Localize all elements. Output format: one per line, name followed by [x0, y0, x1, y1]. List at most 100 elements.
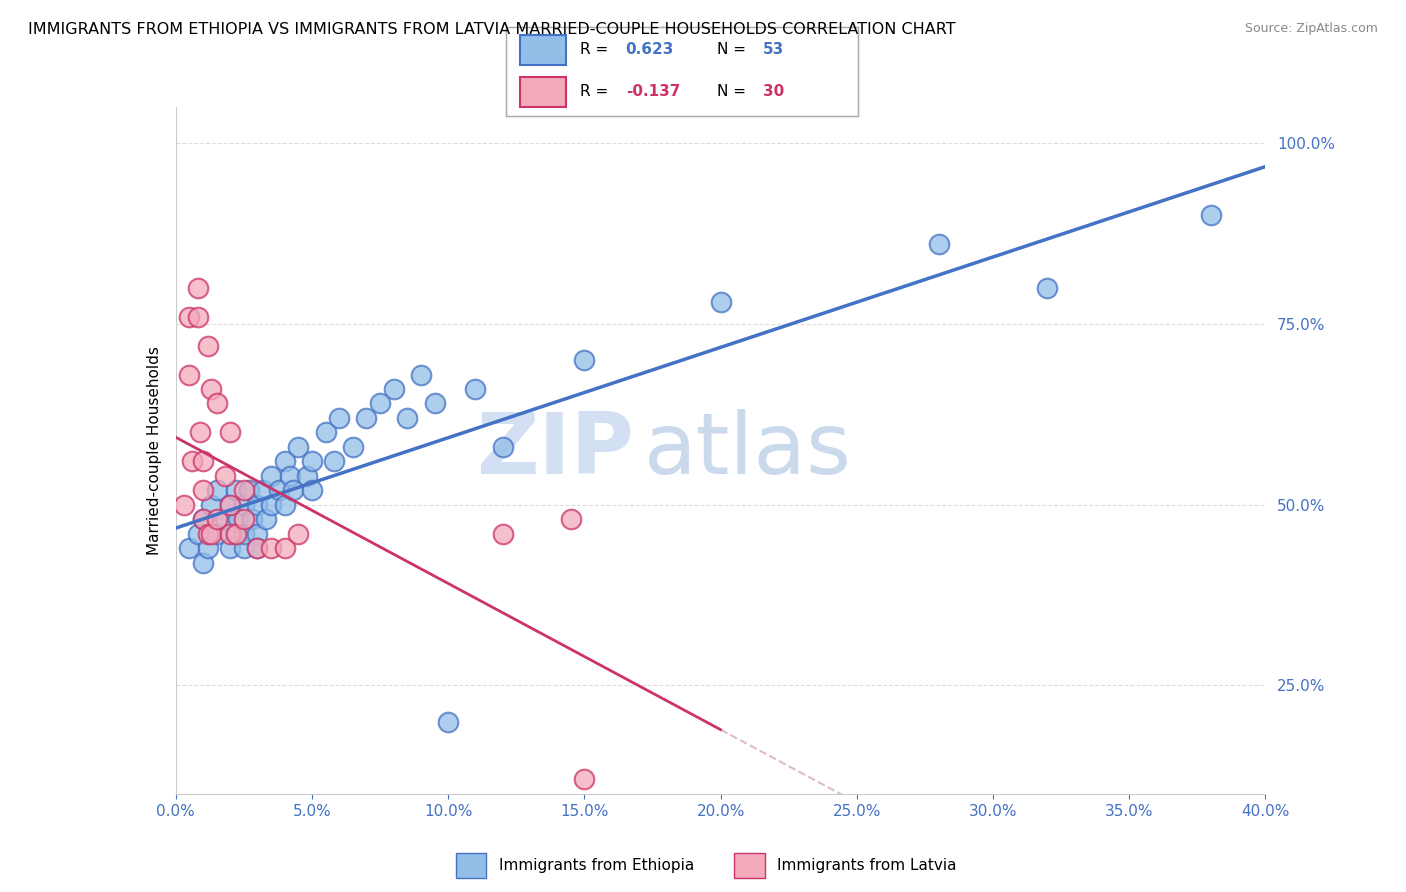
Point: [200, 526, 222, 541]
Point: [252, 483, 274, 498]
Point: [409, 368, 432, 382]
Point: [269, 483, 291, 498]
Point: [260, 468, 283, 483]
Point: [191, 512, 214, 526]
Point: [225, 483, 247, 498]
Point: [186, 281, 209, 295]
Text: Immigrants from Latvia: Immigrants from Latvia: [778, 858, 956, 872]
Text: 30: 30: [762, 85, 785, 99]
Point: [287, 526, 309, 541]
Bar: [734, 853, 765, 878]
Point: [274, 498, 297, 512]
Point: [200, 498, 222, 512]
Point: [179, 368, 201, 382]
Point: [423, 396, 446, 410]
Point: [205, 512, 228, 526]
Point: [219, 526, 242, 541]
Point: [214, 512, 236, 526]
Point: [240, 512, 263, 526]
Point: [274, 454, 297, 468]
Point: [710, 295, 733, 310]
Point: [1199, 209, 1222, 223]
Bar: [520, 77, 565, 107]
Point: [246, 526, 269, 541]
Point: [186, 526, 209, 541]
Text: IMMIGRANTS FROM ETHIOPIA VS IMMIGRANTS FROM LATVIA MARRIED-COUPLE HOUSEHOLDS COR: IMMIGRANTS FROM ETHIOPIA VS IMMIGRANTS F…: [28, 22, 956, 37]
Point: [197, 338, 219, 352]
Point: [301, 483, 323, 498]
Point: [928, 237, 950, 252]
Text: 53: 53: [762, 43, 785, 57]
Point: [191, 556, 214, 570]
Text: N =: N =: [717, 85, 751, 99]
Point: [368, 396, 391, 410]
Text: R =: R =: [579, 43, 613, 57]
Point: [260, 541, 283, 555]
Point: [246, 498, 269, 512]
Point: [254, 512, 277, 526]
Point: [232, 512, 254, 526]
Point: [197, 526, 219, 541]
Point: [287, 440, 309, 454]
Point: [560, 512, 582, 526]
Text: -0.137: -0.137: [626, 85, 681, 99]
Text: 0.623: 0.623: [626, 43, 673, 57]
Point: [232, 541, 254, 555]
Point: [219, 541, 242, 555]
Point: [191, 512, 214, 526]
Point: [188, 425, 211, 440]
Point: [186, 310, 209, 324]
Text: atlas: atlas: [644, 409, 852, 492]
Point: [191, 483, 214, 498]
Point: [342, 440, 364, 454]
Point: [492, 526, 515, 541]
Point: [205, 526, 228, 541]
Point: [246, 541, 269, 555]
Point: [260, 498, 283, 512]
Point: [191, 454, 214, 468]
Point: [382, 382, 405, 396]
Text: ZIP: ZIP: [475, 409, 633, 492]
Point: [574, 772, 596, 787]
Point: [179, 541, 201, 555]
Text: R =: R =: [579, 85, 613, 99]
Point: [219, 498, 242, 512]
Point: [492, 440, 515, 454]
Point: [219, 498, 242, 512]
Point: [246, 541, 269, 555]
Bar: [456, 853, 486, 878]
Point: [574, 353, 596, 368]
Point: [219, 425, 242, 440]
Text: Source: ZipAtlas.com: Source: ZipAtlas.com: [1244, 22, 1378, 36]
Point: [464, 382, 486, 396]
Point: [173, 498, 195, 512]
Point: [295, 468, 318, 483]
Y-axis label: Married-couple Households: Married-couple Households: [146, 346, 162, 555]
Point: [228, 512, 250, 526]
Point: [315, 425, 337, 440]
Point: [205, 483, 228, 498]
Bar: [520, 35, 565, 65]
Text: N =: N =: [717, 43, 751, 57]
Point: [232, 526, 254, 541]
Point: [437, 714, 460, 729]
Point: [301, 454, 323, 468]
Point: [281, 483, 304, 498]
Point: [225, 526, 247, 541]
Point: [278, 468, 301, 483]
Text: Immigrants from Ethiopia: Immigrants from Ethiopia: [499, 858, 695, 872]
Point: [181, 454, 204, 468]
Point: [200, 382, 222, 396]
Point: [232, 498, 254, 512]
Point: [1036, 281, 1059, 295]
Point: [328, 411, 350, 425]
Point: [197, 541, 219, 555]
Point: [396, 411, 419, 425]
Point: [214, 468, 236, 483]
Point: [179, 310, 201, 324]
Point: [232, 483, 254, 498]
Point: [205, 396, 228, 410]
Point: [238, 483, 260, 498]
Point: [356, 411, 378, 425]
Point: [274, 541, 297, 555]
